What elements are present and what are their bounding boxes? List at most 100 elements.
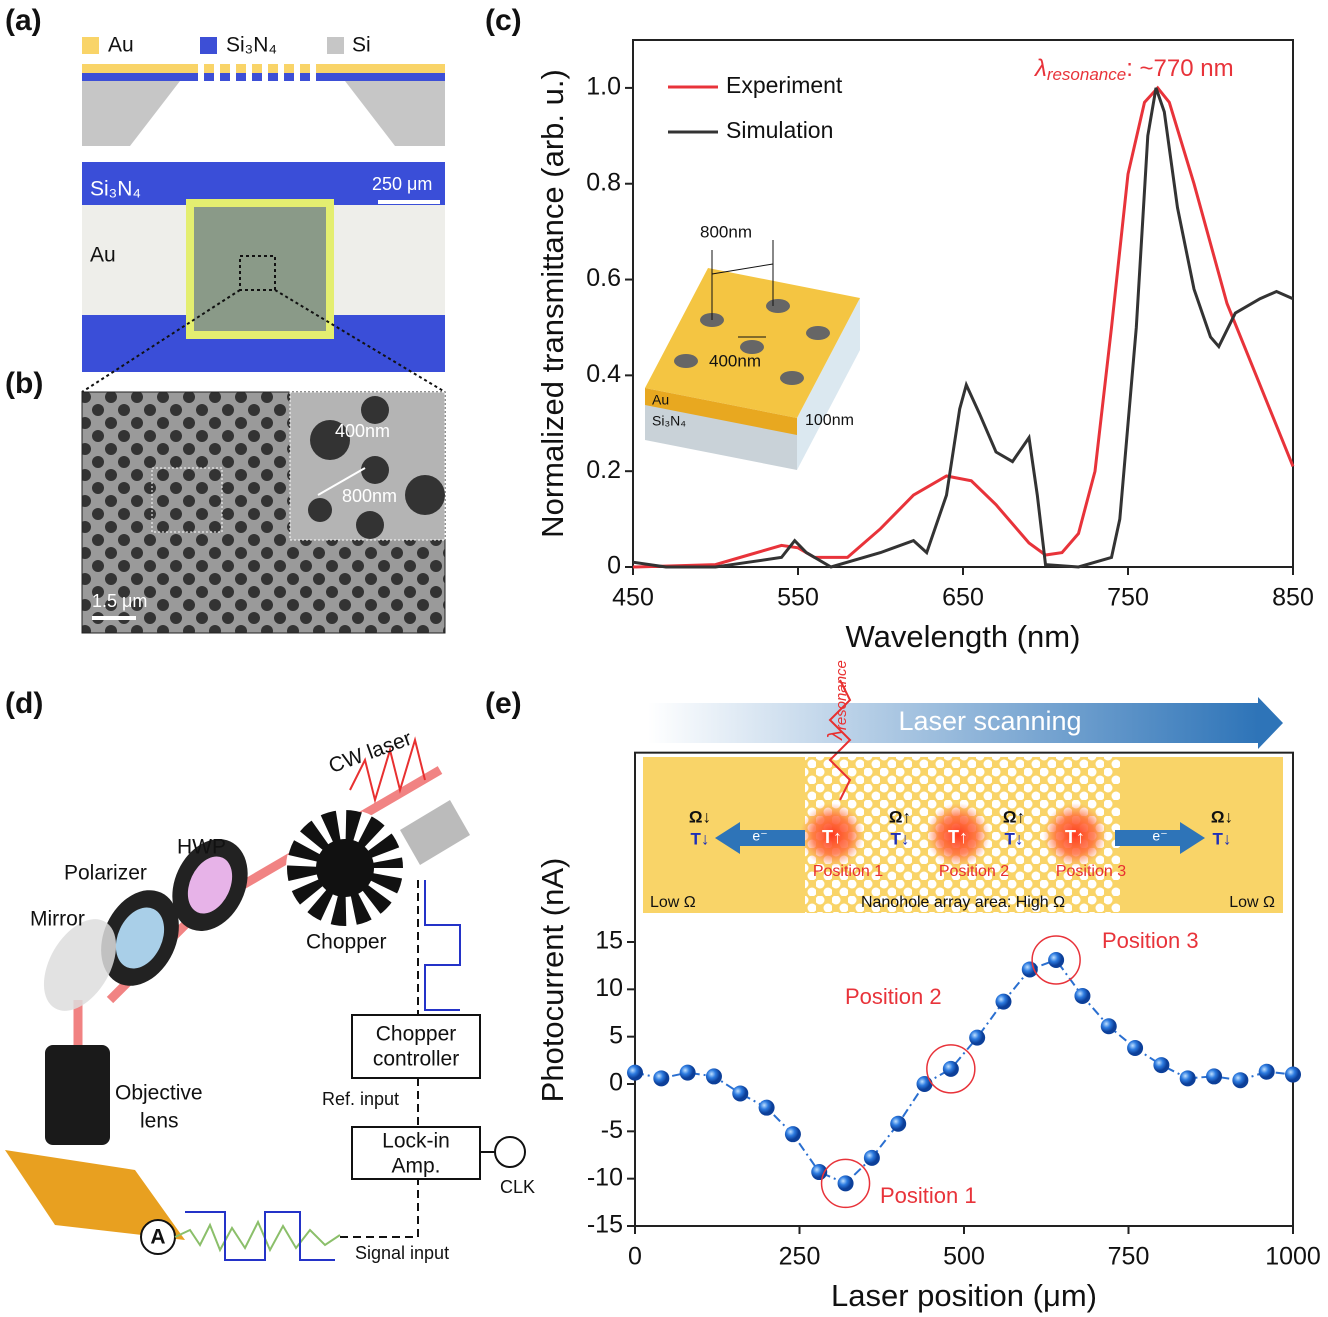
box-label: controller [373,1048,459,1071]
legend-swatch [82,37,99,54]
data-point [705,1068,722,1085]
light-wave [828,679,852,801]
legend-label: Simulation [726,117,833,143]
data-point [732,1085,749,1102]
inset-label: 400nm [709,351,761,370]
highlight-ring [820,1158,871,1209]
data-point [1258,1063,1275,1080]
highlight-ring [926,1044,976,1094]
position-label: Position 1 [813,863,883,880]
data-point [1074,987,1091,1004]
laser-spot [1043,803,1107,867]
y-tick-label: 0.2 [586,456,621,484]
y-tick-label: 0.6 [586,264,621,292]
inset-label: 800nm [700,222,752,241]
inset-label: Si₃N₄ [652,413,686,429]
holes [198,64,316,81]
electron-label: e⁻ [752,828,767,844]
zoom-line [81,289,241,393]
arrow-label: Laser scanning [898,706,1081,736]
cw-laser [400,800,470,865]
data-point [837,1175,854,1192]
panel-d: CW laser HWP Polarizer Mirror Chopper Ob… [5,727,535,1263]
micrograph [82,162,445,205]
si-substrate [82,81,180,146]
y-tick-label: 5 [609,1021,623,1049]
component-label: CW laser [326,727,415,778]
x-tick-label: 750 [1107,584,1149,612]
y-tick-label: 10 [595,974,623,1002]
series-line [632,85,1295,569]
annotation: Position 3 [1102,928,1199,953]
data-point [784,1126,801,1143]
x-tick-label: 550 [777,584,819,612]
data-point [653,1070,670,1087]
mirror [43,919,117,1011]
panel-e-inset: Laser scanning λresonance [643,660,1283,913]
laser-spot [926,803,990,867]
data-point [942,1060,959,1077]
y-tick-label: -5 [601,1116,623,1144]
panel-label: (d) [5,687,43,720]
image-label: Au [90,244,116,267]
inset-label: 100nm [805,412,854,429]
legend-label: Experiment [726,72,843,98]
data-point [1153,1057,1170,1074]
symbol: λ [1033,55,1047,82]
y-tick-label: 0.4 [586,360,621,388]
laser-spot [800,803,864,867]
data-point [890,1115,907,1132]
component-label: lens [140,1110,179,1133]
y-axis-label: Normalized transmittance (arb. u.) [535,69,570,538]
annotation: Position 2 [845,984,942,1009]
y-tick-label: 0 [609,1069,623,1097]
data-point [995,993,1012,1010]
box-label: Chopper [376,1023,457,1046]
box [351,1014,481,1079]
annotation: Position 1 [880,1183,977,1208]
chopper-signal [424,880,461,1011]
scan-arrow [1258,697,1283,749]
x-tick-label: 750 [1108,1243,1150,1271]
data-point [758,1099,775,1116]
image-label: Si₃N₄ [90,178,141,201]
box-label: Amp. [391,1155,440,1178]
data-point [627,1064,643,1081]
region-label: Low Ω [650,894,696,911]
y-tick-label: 0 [607,552,621,580]
symbol: λ [825,730,847,741]
component-label: Objective [115,1082,203,1105]
data-point [1232,1072,1249,1089]
resistance-label: Ω↓ [689,807,711,826]
subscript: resonance [1047,65,1126,84]
chopper-blades [286,809,404,927]
temperature-label: T↓ [891,829,910,848]
resistance-label: Ω↓ [1211,807,1233,826]
inset-label: 800nm [342,486,397,506]
component-label: Signal input [355,1243,449,1263]
x-tick-label: 500 [943,1243,985,1271]
panel-c-inset [645,240,860,470]
resistance-label: Ω↑ [1003,807,1025,826]
au-film [645,388,797,435]
electron-label: e⁻ [1152,828,1167,844]
data-point [1179,1070,1196,1087]
highlight-ring [1031,935,1081,985]
objective [45,1045,110,1145]
temperature-label: T↓ [1005,829,1024,848]
data-point [1206,1068,1223,1085]
panel-label: (e) [485,687,522,720]
ammeter-label: A [150,1226,165,1249]
x-axis-label: Wavelength (nm) [846,619,1081,654]
data-point [1048,951,1065,968]
legend-swatch [327,37,344,54]
data-point [969,1029,986,1046]
legend-label: Si₃N₄ [226,34,277,57]
spot-label: T↑ [948,827,968,847]
component-label: Polarizer [64,862,147,885]
box-label: Lock-in [382,1130,450,1153]
legend-label: Si [352,34,371,57]
scale-bar [378,200,440,204]
chart: 0 250 500 750 1000 -15 -10 -5 0 5 10 15 Laser positi… [535,751,1321,1313]
